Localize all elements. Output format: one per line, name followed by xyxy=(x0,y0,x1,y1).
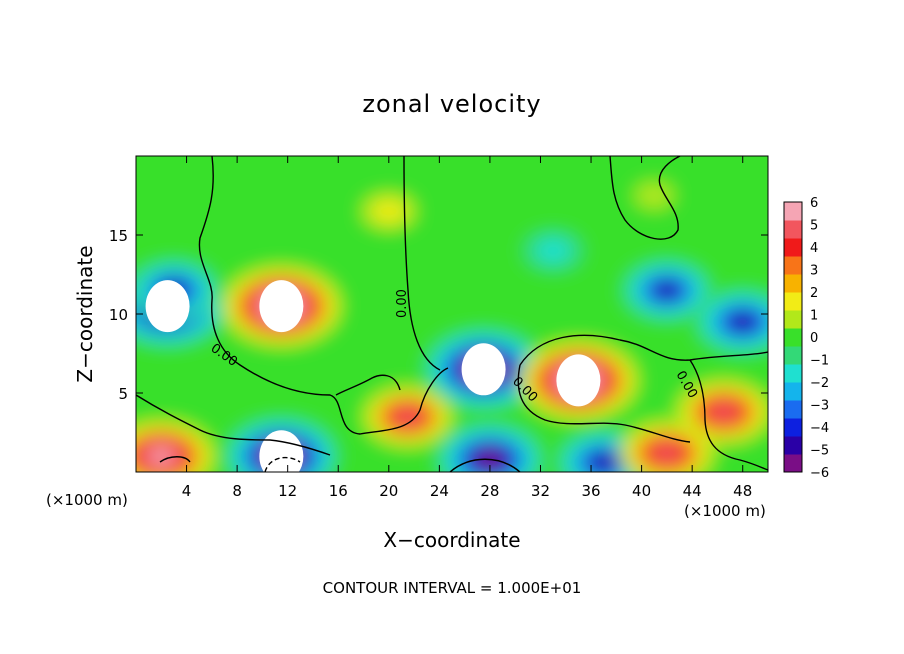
y-axis: 5 10 15 xyxy=(109,227,768,403)
colorbar-tick-label: −6 xyxy=(810,466,829,481)
y-tick-label: 10 xyxy=(109,306,128,324)
contour-line xyxy=(159,456,191,463)
out-of-range-core xyxy=(461,343,506,396)
contour-line xyxy=(609,156,681,240)
x-tick-label: 32 xyxy=(531,482,550,500)
colorbar-segment xyxy=(784,274,802,293)
colorbar-tick-label: −5 xyxy=(810,444,829,459)
colorbar-tick-label: −4 xyxy=(810,421,829,436)
colorbar-tick-label: 2 xyxy=(810,286,818,301)
x-tick-label: 20 xyxy=(379,482,398,500)
colorbar-segment xyxy=(784,400,802,419)
out-of-range-core xyxy=(259,430,304,472)
contour-line xyxy=(517,364,691,443)
y-axis-label: Z−coordinate xyxy=(73,245,97,382)
colorbar-segment xyxy=(784,256,802,275)
field-feature xyxy=(372,200,405,223)
x-tick-label: 24 xyxy=(430,482,449,500)
colorbar-segment xyxy=(784,346,802,365)
colorbar-segment xyxy=(784,436,802,455)
contour-line xyxy=(519,334,768,366)
x-tick-label: 28 xyxy=(480,482,499,500)
x-tick-label: 16 xyxy=(329,482,348,500)
colorbar-segment xyxy=(784,328,802,347)
contour-line xyxy=(403,156,441,371)
x-tick-label: 8 xyxy=(232,482,242,500)
colorbar-tick-label: 3 xyxy=(810,264,818,279)
colorbar-segment xyxy=(784,292,802,311)
contour-label: 0.00 xyxy=(395,289,410,318)
colorbar-segment xyxy=(784,202,802,221)
colorbar-frame xyxy=(783,201,803,473)
field-feature xyxy=(535,238,572,263)
contour-lines xyxy=(136,156,768,472)
colorbar-tick-label: −2 xyxy=(810,376,829,391)
field-feature xyxy=(148,447,174,465)
contour-line xyxy=(198,156,449,435)
x-tick-label: 44 xyxy=(683,482,702,500)
x-unit-left: (×1000 m) xyxy=(46,491,128,509)
plot-area: 0.00 0.00 0.00 0.00 xyxy=(135,155,769,473)
colorbar-tick-label: 4 xyxy=(810,241,818,256)
x-tick-label: 40 xyxy=(632,482,651,500)
colorbar-segment xyxy=(784,382,802,401)
contour-line xyxy=(335,374,401,396)
colorbar-segment xyxy=(784,418,802,437)
colorbar-tick-label: 5 xyxy=(810,219,818,234)
colorbar: 6 5 4 3 2 1 0 −1 −2 −3 −4 −5 −6 xyxy=(783,196,829,481)
colorbar-segment xyxy=(784,454,802,473)
field-feature xyxy=(654,282,680,299)
velocity-field xyxy=(136,156,768,472)
field-feature xyxy=(653,444,680,462)
x-unit-right: (×1000 m) xyxy=(684,502,766,520)
field-feature xyxy=(710,403,737,421)
y-tick-label: 5 xyxy=(118,385,128,403)
field-feature xyxy=(729,313,756,331)
x-tick-label: 4 xyxy=(182,482,192,500)
x-tick-label: 36 xyxy=(581,482,600,500)
colorbar-tick-label: 6 xyxy=(810,196,818,211)
out-of-range-core xyxy=(145,280,190,333)
contour-interval: CONTOUR INTERVAL = 1.000E+01 xyxy=(323,579,582,597)
colorbar-tick-label: 0 xyxy=(810,331,818,346)
colorbar-tick-label: 1 xyxy=(810,309,818,324)
out-of-range-core xyxy=(259,280,304,333)
colorbar-tick-label: −1 xyxy=(810,354,829,369)
colorbar-segment xyxy=(784,238,802,257)
x-tick-label: 48 xyxy=(733,482,752,500)
x-axis-label: X−coordinate xyxy=(383,528,520,552)
out-of-range-core xyxy=(556,354,601,407)
x-tick-label: 12 xyxy=(278,482,297,500)
colorbar-segment xyxy=(784,310,802,329)
colorbar-segment xyxy=(784,220,802,239)
field-feature xyxy=(590,453,617,472)
contour-line xyxy=(136,394,331,456)
x-axis: 4 8 12 16 20 24 28 32 36 40 44 48 xyxy=(182,156,752,500)
field-feature xyxy=(635,182,674,209)
colorbar-segment xyxy=(784,364,802,383)
chart-title: zonal velocity xyxy=(362,90,541,118)
contour-line xyxy=(689,359,768,471)
contour-line xyxy=(264,456,301,472)
contour-line xyxy=(449,458,521,472)
y-tick-label: 15 xyxy=(109,227,128,245)
field-feature xyxy=(395,408,421,425)
colorbar-tick-label: −3 xyxy=(810,399,829,414)
